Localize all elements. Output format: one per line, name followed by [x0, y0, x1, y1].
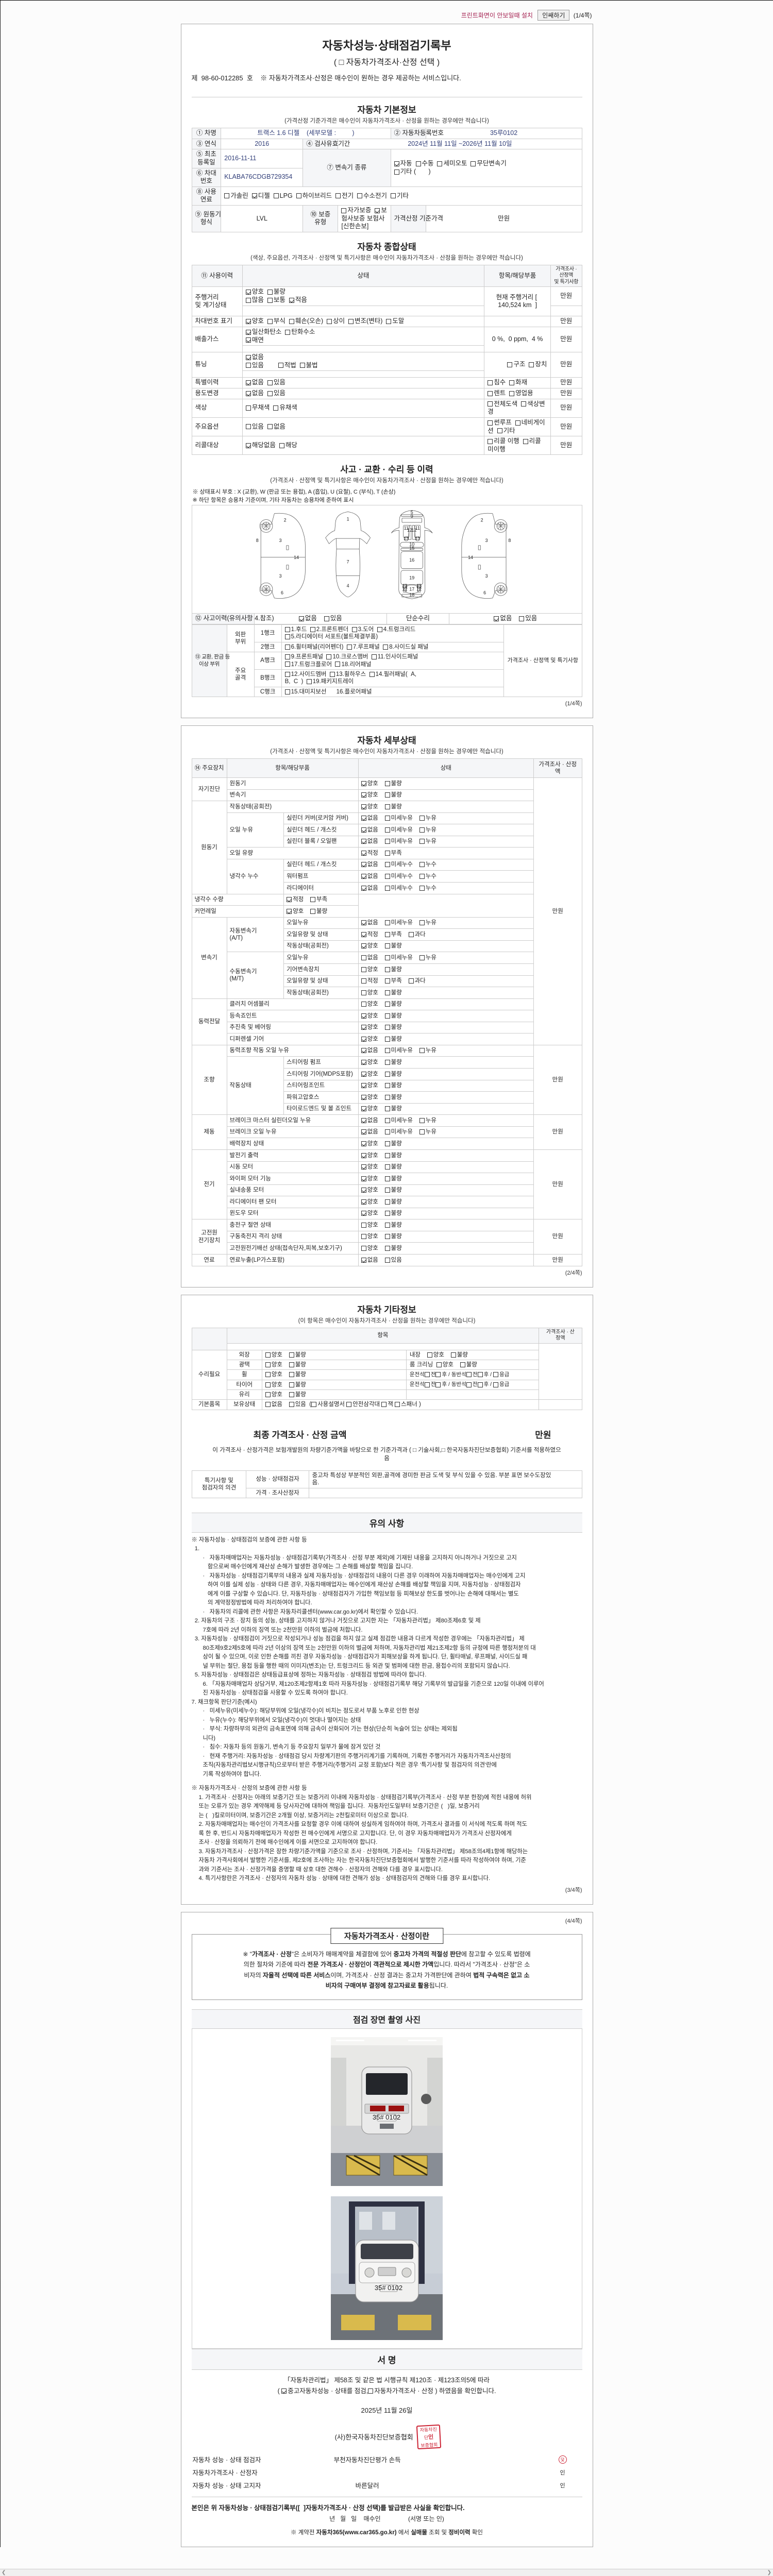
svg-text:1: 1 [346, 517, 349, 522]
svg-text:12: 12 [402, 587, 407, 592]
svg-text:17: 17 [409, 587, 414, 592]
svg-text:8: 8 [508, 538, 511, 543]
svg-text:3: 3 [485, 538, 488, 543]
svg-text:3: 3 [279, 573, 281, 579]
svg-text:13: 13 [404, 536, 409, 541]
svg-text:8: 8 [256, 538, 258, 543]
svg-text:2: 2 [283, 518, 286, 523]
svg-text:2: 2 [480, 518, 483, 523]
svg-text:12: 12 [411, 528, 416, 533]
svg-text:3: 3 [485, 573, 488, 579]
svg-text:6: 6 [281, 590, 283, 596]
svg-text:14: 14 [294, 555, 299, 560]
svg-text:6: 6 [483, 590, 486, 596]
svg-text:13: 13 [415, 536, 420, 541]
svg-text:9: 9 [410, 514, 413, 519]
svg-text:4: 4 [346, 584, 349, 589]
svg-text:16: 16 [409, 557, 414, 563]
svg-text:35# 0102: 35# 0102 [375, 2284, 402, 2292]
svg-text:19: 19 [409, 575, 414, 581]
svg-text:18: 18 [409, 592, 414, 598]
svg-text:35# 0102: 35# 0102 [373, 2113, 400, 2121]
svg-text:12: 12 [416, 587, 422, 592]
svg-text:15: 15 [409, 546, 414, 551]
svg-text:3: 3 [279, 538, 281, 543]
svg-text:14: 14 [468, 555, 473, 560]
svg-text:7: 7 [346, 560, 349, 565]
